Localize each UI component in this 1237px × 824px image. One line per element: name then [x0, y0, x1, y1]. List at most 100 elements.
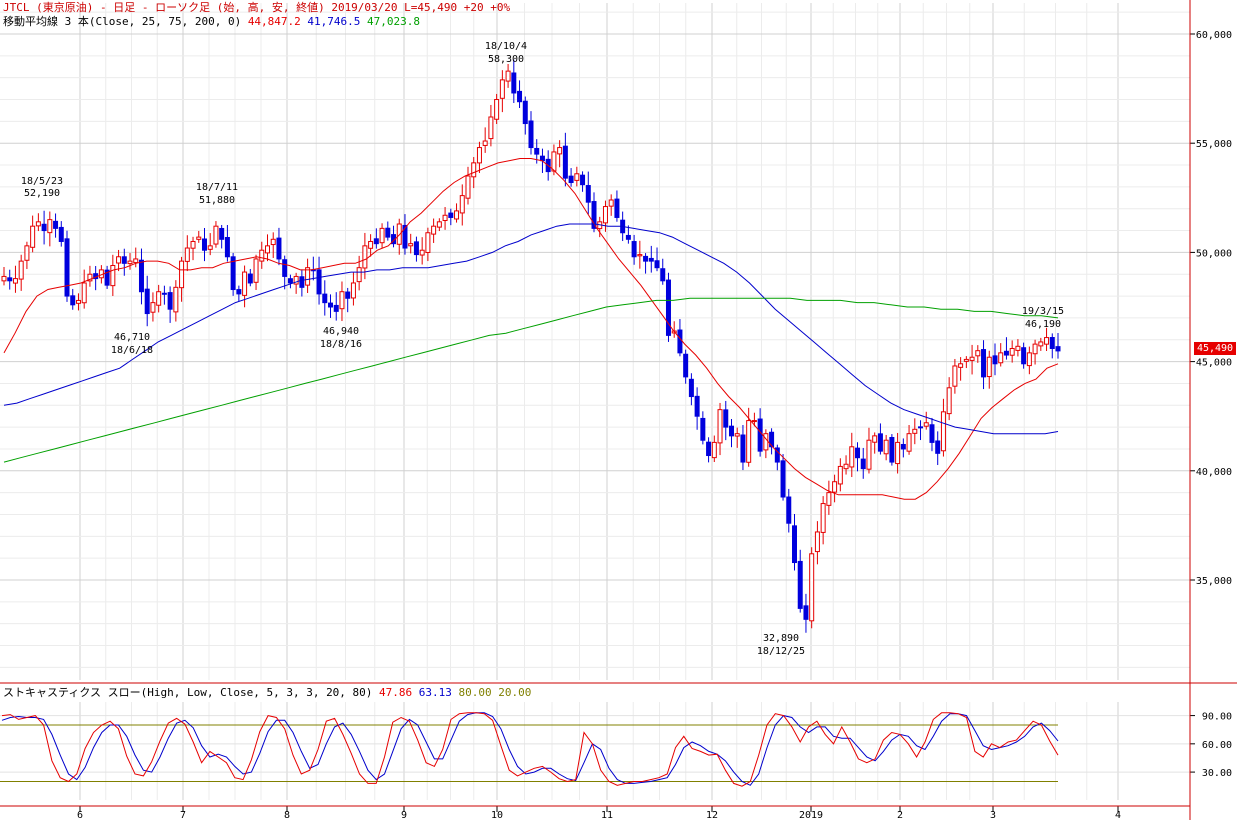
candle-body: [883, 439, 889, 455]
candle-body: [648, 257, 654, 262]
candle-body: [35, 221, 41, 227]
y-tick-label: 35,000: [1196, 576, 1232, 587]
annotation-line-2: 58,300: [488, 54, 524, 65]
candle-body: [849, 446, 855, 468]
candle-body: [751, 420, 757, 423]
candle-body: [1038, 341, 1044, 347]
candle-body: [408, 243, 414, 247]
annotation-line-2: 18/12/25: [757, 646, 805, 657]
candle-body: [322, 293, 328, 304]
chart-title: JTCL (東京原油) - 日足 - ローソク足 (始, 高, 安, 終値) 2…: [3, 1, 511, 14]
stoch-y-tick-label: 30.00: [1202, 768, 1232, 779]
annotation-line-1: 18/5/23: [21, 176, 63, 187]
candle-body: [1021, 347, 1027, 365]
candle-body: [385, 227, 391, 238]
candle-body: [700, 417, 706, 441]
candle-body: [797, 560, 803, 609]
candle-body: [1, 275, 7, 282]
candle-body: [975, 350, 981, 357]
annotation-line-2: 18/6/18: [111, 345, 153, 356]
candle-body: [442, 214, 448, 222]
candle-body: [723, 409, 729, 428]
candle-body: [459, 195, 465, 214]
candle-body: [133, 258, 139, 264]
candle-body: [568, 175, 574, 184]
x-tick-label: 4: [1115, 810, 1121, 820]
candle-body: [47, 219, 53, 234]
annotation-line-1: 46,710: [114, 332, 150, 343]
candle-body: [683, 353, 689, 378]
candle-body: [293, 275, 299, 285]
candle-body: [981, 349, 987, 378]
candle-body: [224, 236, 230, 258]
candle-body: [986, 356, 992, 378]
candle-body: [24, 245, 30, 261]
candle-body: [574, 173, 580, 181]
candle-body: [18, 260, 24, 280]
candle-body: [161, 292, 167, 295]
candle-body: [665, 279, 671, 336]
candle-body: [855, 447, 861, 459]
candle-body: [396, 223, 402, 245]
candle-body: [339, 291, 345, 310]
candle-body: [522, 100, 528, 125]
candle-body: [889, 437, 895, 463]
y-tick-label: 55,000: [1196, 139, 1232, 150]
candle-body: [104, 269, 110, 286]
candle-body: [557, 147, 563, 155]
candle-body: [350, 282, 356, 299]
candle-body: [316, 269, 322, 295]
ma200-value: 47,023.8: [367, 15, 421, 28]
candle-body: [333, 304, 339, 312]
x-tick-label: 9: [401, 810, 407, 820]
annotation-line-2: 51,880: [199, 195, 235, 206]
y-tick-label: 45,000: [1196, 358, 1232, 369]
x-tick-label: 8: [284, 810, 290, 820]
candle-body: [494, 99, 500, 120]
candle-body: [643, 255, 649, 262]
candle-body: [196, 236, 202, 240]
candle-body: [448, 212, 454, 218]
candle-body: [717, 409, 723, 444]
candle-body: [419, 249, 425, 256]
candle-body: [207, 245, 213, 250]
candle-body: [757, 418, 763, 452]
annotation-line-1: 18/10/4: [485, 41, 527, 52]
candle-body: [728, 425, 734, 437]
candle-body: [963, 358, 969, 362]
candles-group: [1, 59, 1061, 633]
candle-body: [912, 428, 918, 434]
candle-body: [625, 234, 631, 240]
candle-body: [769, 431, 775, 448]
candle-body: [373, 238, 379, 245]
candle-body: [64, 238, 70, 297]
ma25-line: [3, 158, 1059, 500]
ma25-value: 44,847.2: [247, 15, 301, 28]
candle-body: [379, 227, 385, 244]
candle-body: [608, 199, 614, 207]
stoch-upper-level: 80.00: [458, 686, 492, 699]
annotation-line-1: 18/7/11: [196, 182, 238, 193]
candle-body: [121, 256, 127, 264]
x-tick-label: 6: [77, 810, 83, 820]
candle-body: [75, 299, 81, 304]
annotation-line-2: 18/8/16: [320, 339, 362, 350]
candle-body: [952, 365, 958, 387]
chart-title-line: JTCL (東京原油) - 日足 - ローソク足 (始, 高, 安, 終値) 2…: [3, 1, 510, 15]
current-price-label: 45,490: [1194, 342, 1236, 355]
candle-body: [832, 481, 838, 493]
candle-body: [746, 420, 752, 463]
candle-body: [660, 268, 666, 282]
candle-body: [436, 221, 442, 228]
candle-body: [877, 433, 883, 452]
annotation-line-1: 19/3/15: [1022, 306, 1064, 317]
candle-body: [87, 273, 93, 282]
candle-body: [551, 151, 557, 172]
candle-body: [299, 276, 305, 288]
candle-body: [935, 440, 941, 454]
candle-body: [30, 225, 36, 248]
candle-body: [1055, 346, 1061, 352]
candle-body: [138, 259, 144, 293]
candle-body: [694, 395, 700, 417]
candle-body: [900, 443, 906, 450]
